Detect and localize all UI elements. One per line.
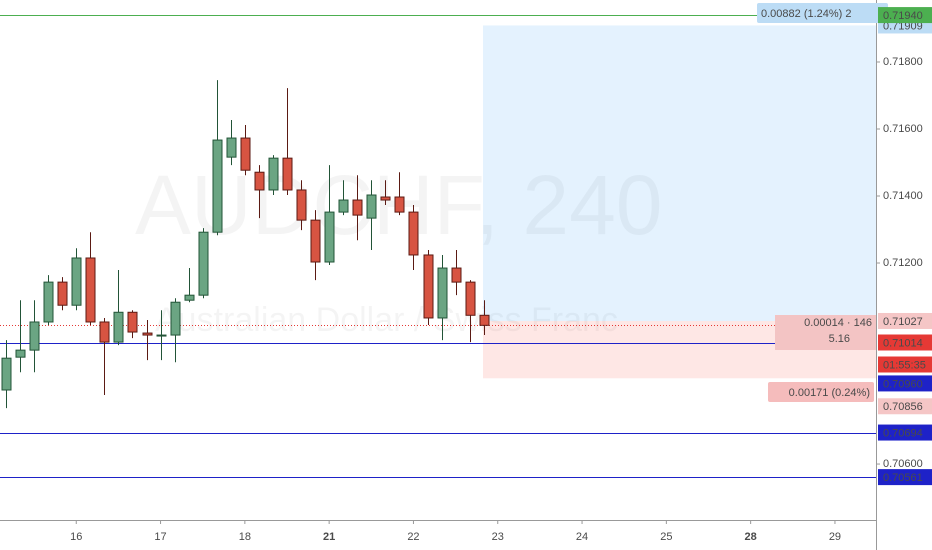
candle-body (43, 281, 54, 323)
x-tick-label: 28 (745, 531, 757, 543)
candle-body (423, 254, 434, 319)
candle-body (338, 199, 349, 213)
line-axis-label-box (878, 424, 932, 441)
candle-body (366, 194, 377, 219)
y-tick-label: 0.71200 (883, 257, 923, 269)
countdown-label: 01:55:35 (883, 359, 926, 371)
line-axis-label: 0.71940 (883, 10, 923, 22)
position-target-zone (483, 25, 876, 321)
x-tick-label: 16 (70, 531, 82, 543)
x-tick-label: 23 (492, 531, 504, 543)
candle-body (1, 357, 12, 391)
x-tick-label: 24 (576, 531, 588, 543)
candle-body (142, 332, 153, 336)
candle-body (479, 314, 490, 326)
line-axis-label: 0.70960 (883, 378, 923, 390)
candle-body (156, 334, 167, 337)
candle-body (212, 139, 223, 233)
candle-body (29, 321, 40, 351)
candle-body (324, 211, 335, 263)
candle-body (296, 189, 307, 221)
line-axis-label: 0.70561 (883, 472, 923, 484)
candle-body (465, 281, 476, 316)
candle-body (170, 301, 181, 336)
line-axis-label-box (878, 469, 932, 486)
candle-body (198, 231, 209, 296)
entry-axis-label: 0.71027 (883, 316, 923, 328)
x-tick-label: 21 (323, 531, 335, 543)
entry-axis-label-box (878, 312, 932, 329)
candle-body (113, 311, 124, 343)
candle-body (408, 211, 419, 256)
candle-body (451, 267, 462, 283)
x-tick-label: 29 (829, 531, 841, 543)
candle-body (254, 171, 265, 191)
candle-body (268, 157, 279, 191)
y-tick-label: 0.71600 (883, 123, 923, 135)
line-axis-label: 0.70694 (883, 427, 923, 439)
candle-body (282, 157, 293, 191)
candle-body (394, 196, 405, 213)
y-tick-label: 0.70600 (883, 458, 923, 470)
stop-axis-label: 0.70856 (883, 401, 923, 413)
x-tick-label: 17 (154, 531, 166, 543)
candle-body (127, 311, 138, 333)
candle-body (184, 294, 195, 301)
candle-body (85, 257, 96, 323)
position-entry-box (775, 315, 876, 350)
position-target-text-box (757, 3, 888, 23)
countdown-label-box (878, 356, 932, 373)
position-stop-text: 0.00171 (0.24%) (789, 387, 870, 399)
position-target-text: 0.00882 (1.24%) 2 (761, 8, 852, 20)
line-axis-label-box (878, 7, 932, 24)
x-tick-label: 18 (239, 531, 251, 543)
candle-body (380, 196, 391, 201)
position-entry-text: 0.00014 · 146 (804, 317, 872, 329)
line-axis-label-box (878, 375, 932, 392)
candle-body (226, 137, 237, 158)
target-axis-label: 0.71909 (883, 20, 923, 32)
y-tick-label: 0.71400 (883, 190, 923, 202)
current-price-label: 0.71014 (883, 337, 923, 349)
candle-body (352, 199, 363, 216)
stop-axis-label-box (878, 398, 932, 415)
watermark-subtitle: Australian Dollar / Swiss Franc (155, 301, 618, 339)
candle-body (310, 219, 321, 263)
candle-body (437, 267, 448, 319)
candle-body (71, 257, 82, 306)
x-tick-label: 25 (660, 531, 672, 543)
candle-body (15, 349, 26, 358)
y-tick-label: 0.71800 (883, 56, 923, 68)
candle-body (240, 137, 251, 171)
x-tick-label: 22 (407, 531, 419, 543)
candle-body (99, 321, 110, 343)
position-ratio-text: 5.16 (829, 333, 850, 345)
candle-body (57, 281, 68, 306)
current-price-label-box (878, 334, 932, 351)
position-stop-text-box (768, 382, 874, 402)
